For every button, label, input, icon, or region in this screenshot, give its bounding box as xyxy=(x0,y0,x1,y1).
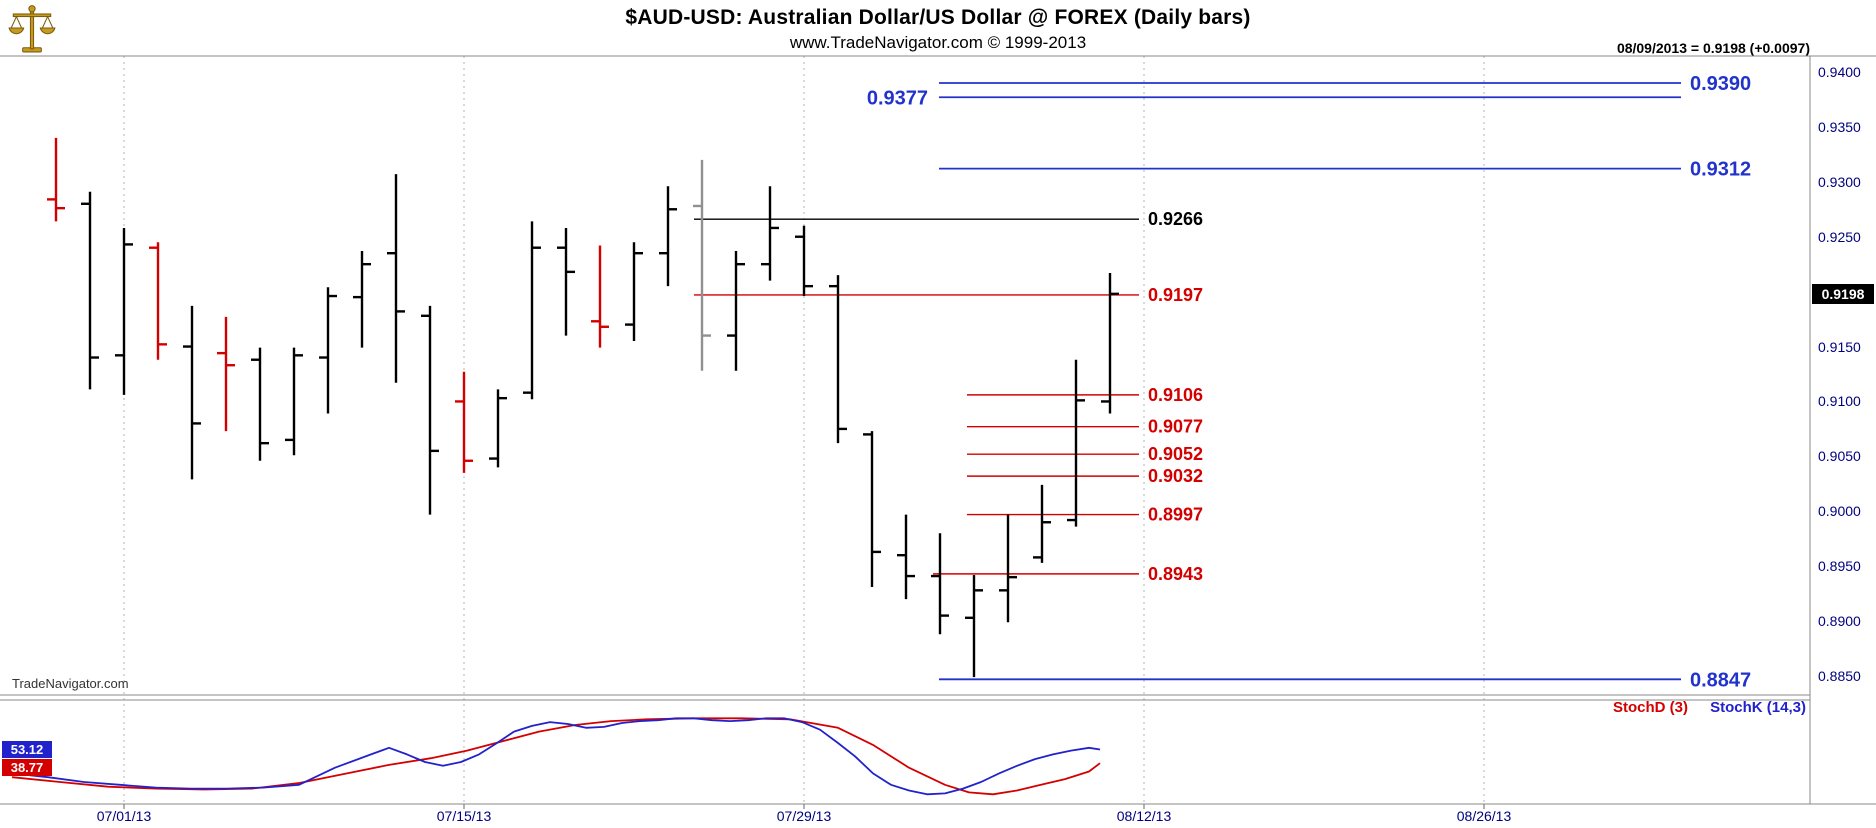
chart-subtitle: www.TradeNavigator.com © 1999-2013 xyxy=(789,33,1087,52)
stochd-label: StochD (3) xyxy=(1612,699,1688,716)
watermark: TradeNavigator.com xyxy=(12,676,129,691)
price-line-label: 0.9032 xyxy=(1148,466,1203,486)
last-price-badge: 0.9198 xyxy=(1812,283,1874,304)
stoch-legend: StochD (3) StochK (14,3) xyxy=(1613,699,1806,716)
trade-navigator-logo[interactable] xyxy=(8,2,56,54)
price-line-label: 0.9052 xyxy=(1148,444,1203,464)
price-line-label: 0.9266 xyxy=(1148,209,1203,229)
stochk-line xyxy=(11,717,1101,796)
price-line-label: 0.9312 xyxy=(1690,159,1751,181)
price-line-label: 0.9377 xyxy=(867,87,928,109)
stochd-value-tag: 38.77 xyxy=(2,759,52,776)
stochd-line xyxy=(11,717,1101,796)
scales-icon xyxy=(8,5,56,53)
price-line-label: 0.8997 xyxy=(1148,505,1203,525)
price-line-label: 0.8943 xyxy=(1148,564,1203,584)
price-line-label: 0.8847 xyxy=(1690,669,1751,691)
stochk-label: StochK (14,3) xyxy=(1710,699,1806,716)
price-line-label: 0.9197 xyxy=(1148,285,1203,305)
price-line-label: 0.9106 xyxy=(1148,385,1203,405)
stochk-value-tag: 53.12 xyxy=(2,741,52,758)
chart-title: $AUD-USD: Australian Dollar/US Dollar @ … xyxy=(625,6,1251,29)
price-line-label: 0.9077 xyxy=(1148,417,1203,437)
price-line-label: 0.9390 xyxy=(1690,73,1751,95)
last-quote-info: 08/09/2013 = 0.9198 (+0.0097) xyxy=(1616,40,1810,56)
